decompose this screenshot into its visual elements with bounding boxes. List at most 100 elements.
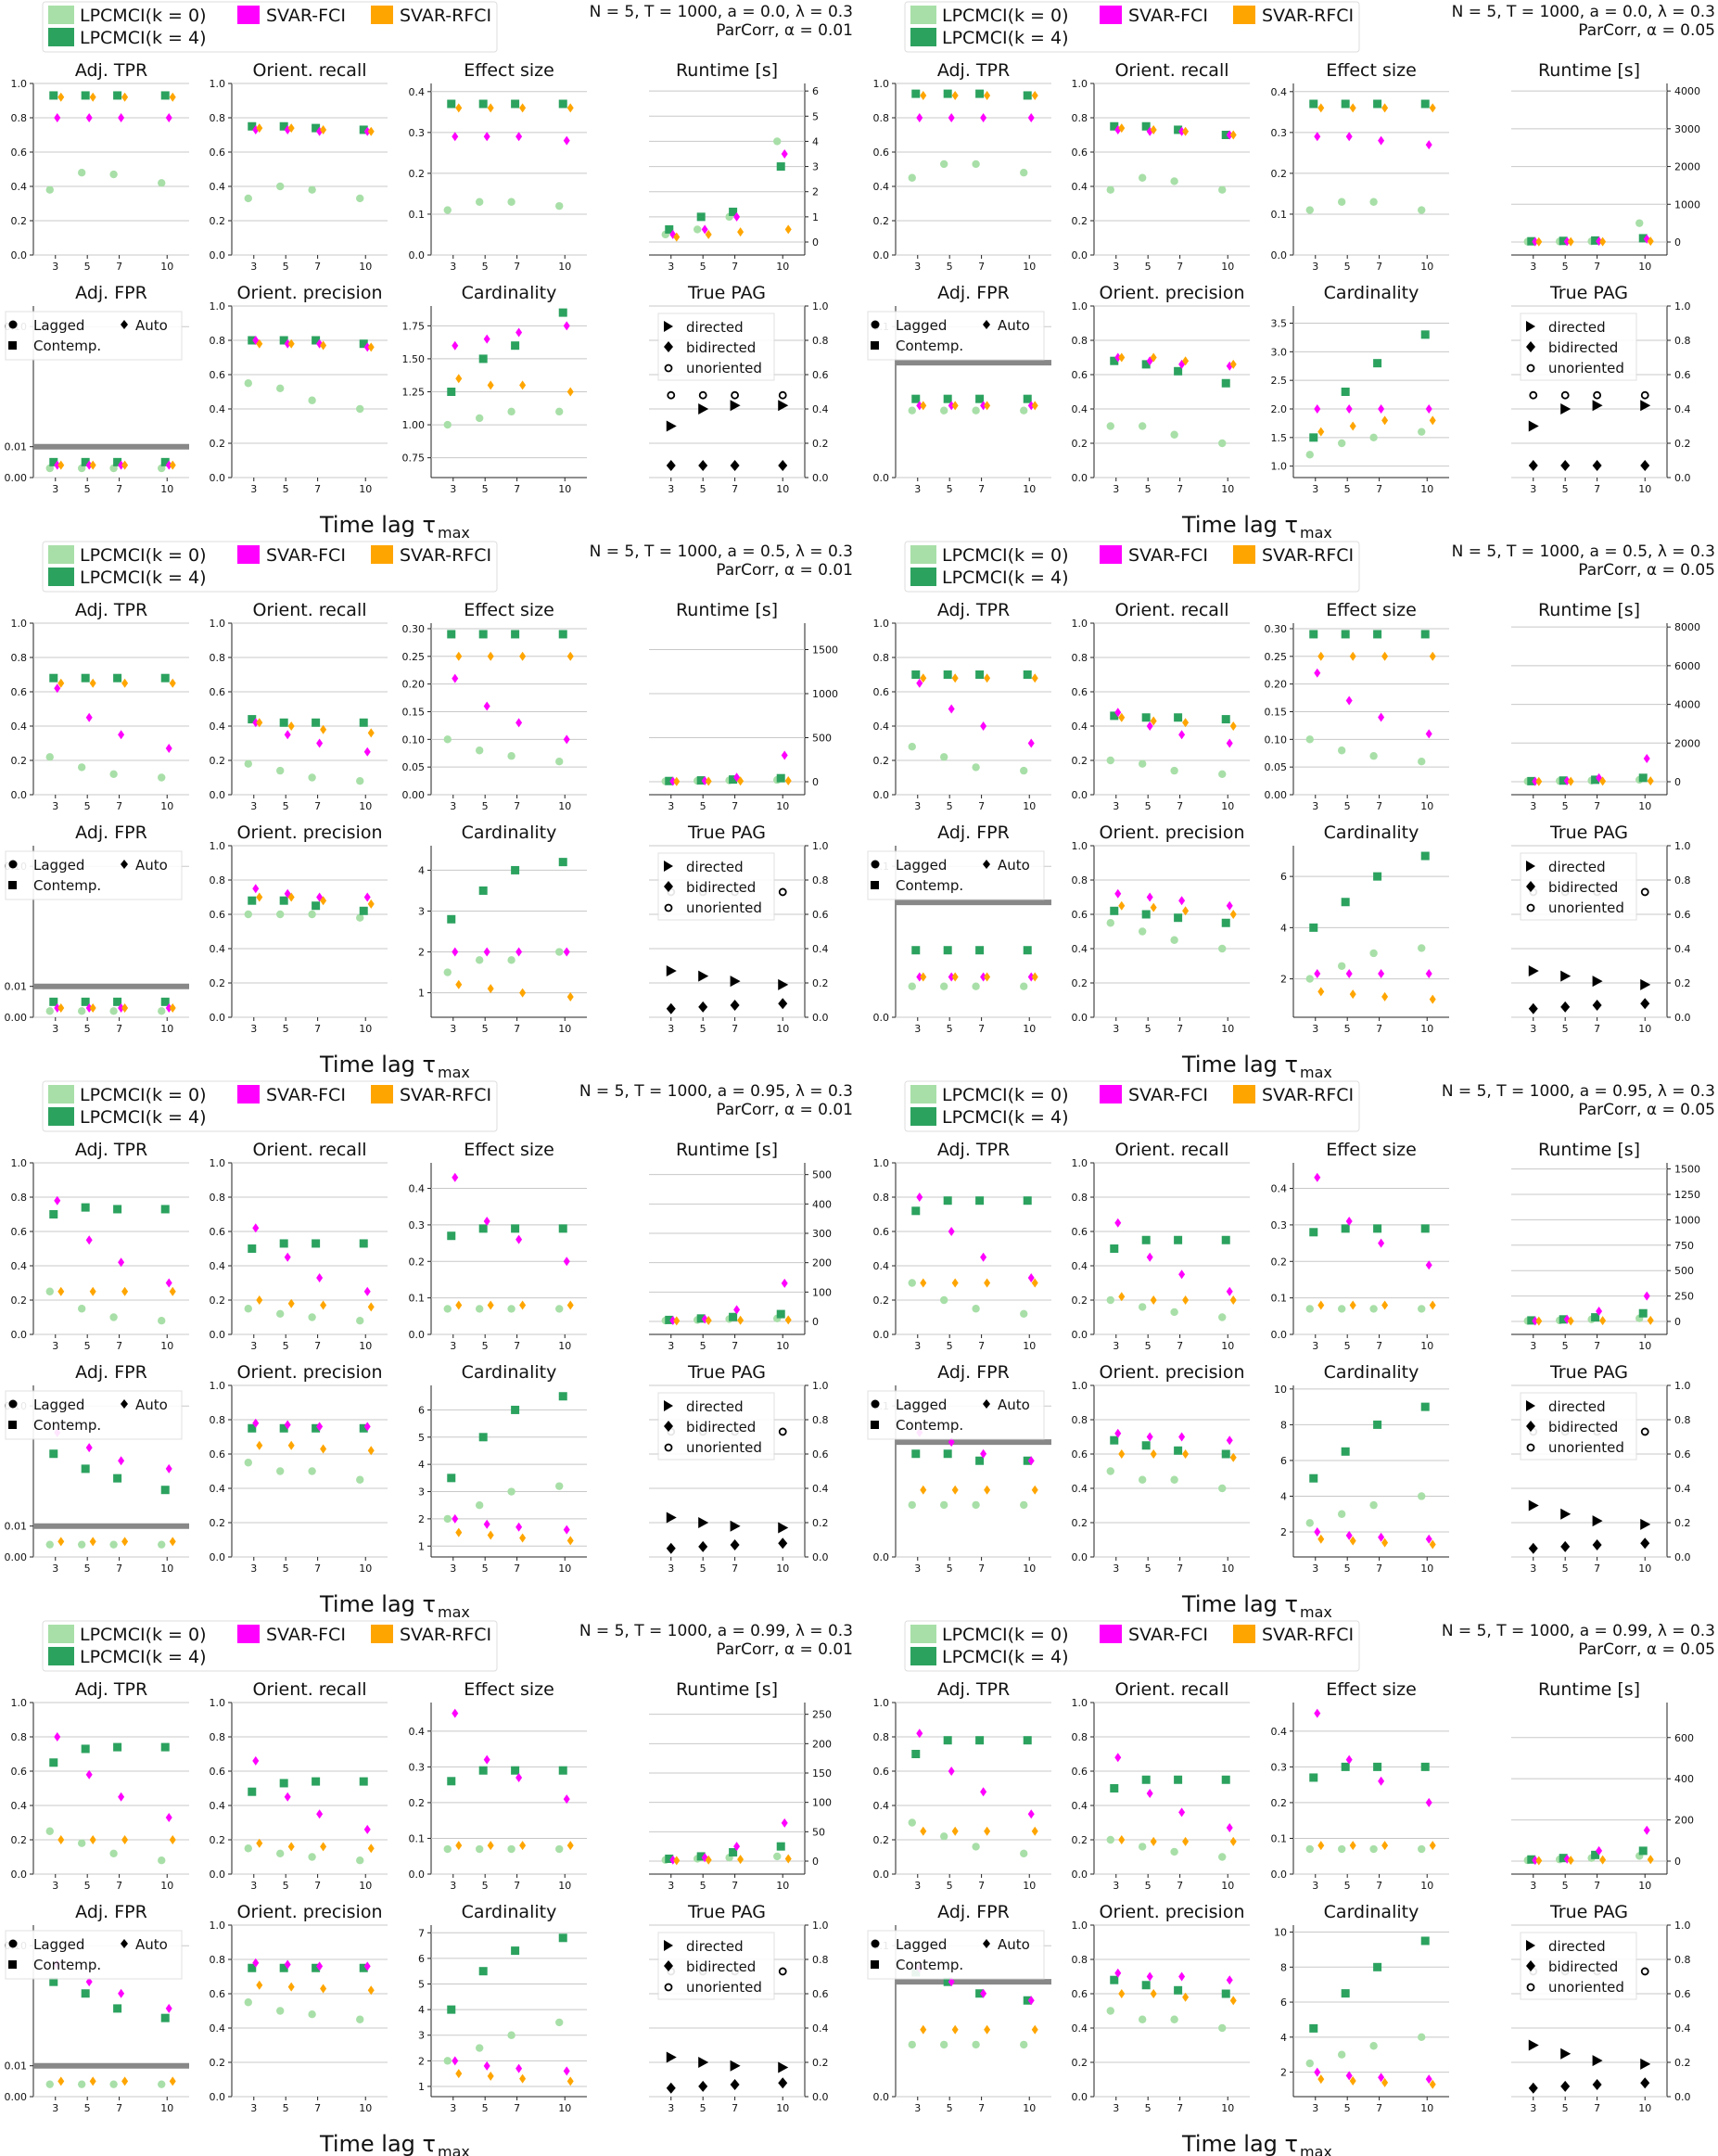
x-axis-label-sub: max bbox=[1300, 1064, 1332, 1081]
x-tick-label: 5 bbox=[482, 800, 489, 812]
y-tick-label: 0.00 bbox=[5, 1551, 28, 1563]
legend-swatch-rfci bbox=[371, 545, 393, 564]
y-tick-label: 0.2 bbox=[210, 1517, 226, 1529]
x-tick-label: 5 bbox=[700, 1563, 706, 1575]
test-label: ParCorr, α = 0.01 bbox=[716, 561, 853, 580]
contemp-marker bbox=[8, 1421, 17, 1429]
y-tick-label: 2000 bbox=[1674, 737, 1700, 749]
orient_precision-mark-rfci bbox=[367, 1985, 375, 1996]
y-tick-label: 0.6 bbox=[11, 1766, 28, 1778]
adj_tpr-mark-fci bbox=[980, 1252, 987, 1262]
axes: 0.000.050.100.150.200.250.30 bbox=[1265, 623, 1449, 801]
orient_recall-mark-lpcmci0 bbox=[1170, 1847, 1178, 1856]
x-tick-label: 3 bbox=[914, 1880, 921, 1892]
orient_precision-mark-rfci bbox=[1118, 1449, 1126, 1459]
effect_size-mark-rfci bbox=[487, 1300, 494, 1310]
axes: 0.00.20.40.60.81.0 bbox=[210, 1157, 388, 1341]
unoriented-mark bbox=[778, 887, 787, 897]
adj_fpr-mark-rfci bbox=[920, 972, 927, 982]
cardinality-mark-lpcmci4 bbox=[1341, 898, 1350, 907]
orient_precision-mark-lpcmci4 bbox=[1221, 1989, 1230, 1998]
adj_tpr-mark-rfci bbox=[169, 92, 176, 102]
directed-legend-marker bbox=[1526, 321, 1535, 332]
legend-label: SVAR-RFCI bbox=[400, 1085, 491, 1105]
cardinality-mark-rfci bbox=[1349, 1536, 1356, 1546]
y-tick-label: 0 bbox=[812, 236, 819, 249]
y-tick-label: 0.05 bbox=[402, 761, 426, 773]
adj_fpr-mark-lpcmci0 bbox=[158, 1540, 166, 1549]
bidirected-mark bbox=[730, 1000, 740, 1012]
y-tick-label: 0.4 bbox=[11, 721, 28, 733]
y-tick-label: 0.4 bbox=[812, 2022, 829, 2035]
block-a0.5-alpha0.01: LPCMCI(k = 0)LPCMCI(k = 4)SVAR-FCI SVAR-R… bbox=[5, 541, 853, 1081]
y-tick-label: 0.0 bbox=[873, 789, 890, 801]
y-tick-label: 0 bbox=[1674, 236, 1681, 249]
y-tick-label: 0.6 bbox=[1072, 1988, 1088, 2000]
legend-swatch-fci bbox=[237, 1085, 260, 1104]
orient_precision-mark-lpcmci0 bbox=[275, 384, 285, 392]
y-tick-label: 0.8 bbox=[873, 112, 890, 124]
directed-mark bbox=[666, 965, 677, 977]
orient_precision-mark-lpcmci0 bbox=[275, 1467, 285, 1475]
y-tick-label: 0.0 bbox=[409, 249, 426, 262]
adj_fpr-mark-lpcmci0 bbox=[45, 464, 54, 473]
x-tick-label: 7 bbox=[1594, 483, 1600, 495]
orient_precision-mark-lpcmci0 bbox=[1218, 2023, 1227, 2033]
runtime-mark-rfci bbox=[1647, 776, 1654, 786]
fpr-legend-label: Auto bbox=[135, 1397, 168, 1413]
x-tick-label: 7 bbox=[514, 1340, 520, 1352]
orient_recall-mark-lpcmci0 bbox=[356, 1317, 364, 1325]
legend-label: LPCMCI(k = 4) bbox=[942, 1107, 1069, 1128]
panel-title: Runtime [s] bbox=[676, 600, 778, 620]
adj_fpr-mark-lpcmci0 bbox=[1020, 982, 1028, 990]
y-tick-label: 0.0 bbox=[812, 1551, 829, 1563]
panel-title: Orient. precision bbox=[1099, 283, 1244, 303]
pag-legend-frame bbox=[1520, 1932, 1637, 2000]
adj_tpr-mark-lpcmci0 bbox=[45, 753, 54, 761]
y-tick-label: 300 bbox=[812, 1228, 832, 1240]
orient_recall-mark-fci bbox=[363, 1824, 371, 1834]
orient_recall-mark-lpcmci4 bbox=[1221, 1775, 1230, 1784]
cardinality-mark-rfci bbox=[1317, 2074, 1325, 2085]
cardinality-mark-rfci bbox=[487, 380, 494, 390]
orient_precision-mark-rfci bbox=[1150, 352, 1157, 363]
x-tick-label: 7 bbox=[116, 1563, 122, 1575]
cardinality-mark-fci bbox=[515, 947, 523, 957]
x-tick-label: 7 bbox=[514, 1023, 520, 1035]
legend-swatch-lpcmci0 bbox=[48, 1625, 74, 1643]
pag-legend-label: unoriented bbox=[686, 1979, 762, 1996]
orient_precision-mark-rfci bbox=[256, 1440, 263, 1450]
x-tick-label: 5 bbox=[84, 2102, 91, 2114]
y-tick-label: 0.8 bbox=[1674, 874, 1691, 887]
y-tick-label: 0.6 bbox=[210, 369, 226, 381]
adj_tpr-mark-lpcmci4 bbox=[160, 673, 170, 683]
effect_size-mark-rfci bbox=[566, 1300, 574, 1310]
y-tick-label: 0.01 bbox=[5, 2060, 28, 2073]
cardinality-mark-fci bbox=[1425, 969, 1432, 979]
axes: 0.751.001.251.501.75 bbox=[402, 306, 587, 478]
runtime-mark-rfci bbox=[1535, 236, 1543, 247]
x-tick-label: 10 bbox=[359, 1880, 372, 1892]
x-axis-label: Time lag τ bbox=[319, 512, 436, 538]
adj_tpr-mark-fci bbox=[118, 1257, 125, 1268]
y-tick-label: 0.0 bbox=[873, 1012, 890, 1024]
cardinality-mark-lpcmci0 bbox=[507, 2031, 515, 2039]
x-tick-label: 7 bbox=[732, 261, 738, 273]
adj_fpr-mark-lpcmci0 bbox=[158, 2080, 166, 2088]
panel-title: True PAG bbox=[687, 1902, 766, 1922]
effect_size-mark-fci bbox=[452, 1708, 459, 1718]
adj_tpr-mark-fci bbox=[916, 1729, 923, 1739]
y-tick-label: 0.0 bbox=[1072, 1551, 1088, 1563]
orient_recall-mark-fci bbox=[1146, 721, 1153, 731]
fpr-legend-label: Contemp. bbox=[896, 338, 963, 354]
adj_tpr-mark-rfci bbox=[1031, 1278, 1038, 1288]
directed-mark bbox=[1560, 2048, 1572, 2060]
effect_size-mark-rfci bbox=[1349, 1300, 1356, 1310]
effect_size-mark-lpcmci0 bbox=[475, 746, 484, 755]
y-tick-label: 0.3 bbox=[1271, 127, 1288, 139]
orient_precision-mark-lpcmci0 bbox=[1106, 919, 1114, 927]
